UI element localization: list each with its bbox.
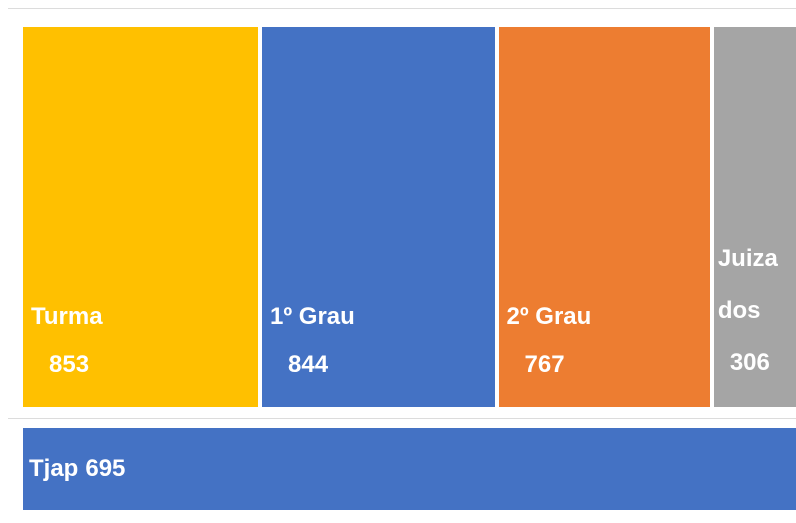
treemap-cell: 2º Grau 767 [498,27,710,407]
top-rule [8,8,796,9]
separator-rule [8,418,796,419]
treemap-cell: Juiza dos 306 [713,27,796,407]
treemap-cell: 1º Grau 844 [262,27,495,407]
value-label: 306 [729,349,770,376]
value-label: 767 [524,351,565,378]
value-label: 844 [288,351,329,378]
category-label: Turma [31,303,103,330]
category-label: 1º Grau [270,303,355,330]
cell-label: 2º Grau 767 [507,293,706,389]
value-label: 853 [49,351,90,378]
cell-label: Turma 853 [31,293,254,389]
cell-label: Juiza dos 306 [718,233,794,389]
cell-label: Tjap 695 [29,428,125,510]
cell-label: 1º Grau 844 [270,293,491,389]
value-label: 695 [85,455,126,482]
treemap-cell: Tjap 695 [23,428,796,510]
category-label: Juiza dos [717,245,778,324]
category-label: 2º Grau [506,303,592,330]
category-label: Tjap [29,455,79,482]
treemap-cell: Turma 853 [23,27,258,407]
